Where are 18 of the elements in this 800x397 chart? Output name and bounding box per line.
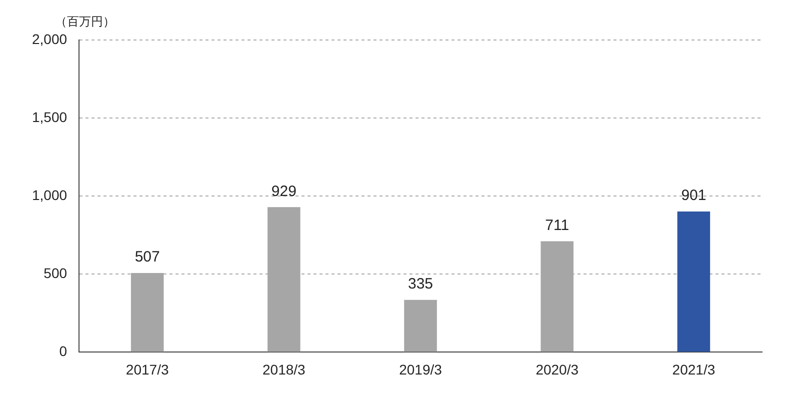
x-tick-label: 2019/3 (399, 361, 442, 378)
x-tick-label: 2018/3 (262, 361, 306, 378)
y-tick-label: 2,000 (32, 30, 68, 47)
x-tick-label: 2021/3 (672, 361, 716, 378)
y-tick-label: 500 (44, 265, 68, 282)
data-label: 507 (134, 248, 160, 266)
data-label: 335 (408, 276, 434, 293)
y-tick-label: 0 (59, 343, 68, 360)
bar (677, 212, 710, 352)
x-tick-label: 2020/3 (536, 361, 579, 378)
data-label: 901 (681, 187, 706, 204)
x-tick-label: 2017/3 (126, 361, 169, 378)
y-axis-title: （百万円） (55, 14, 116, 28)
y-tick-label: 1,500 (32, 108, 68, 125)
data-label: 929 (271, 182, 296, 200)
data-label: 711 (545, 216, 570, 234)
bar (404, 300, 437, 352)
y-tick-label: 1,000 (32, 186, 68, 203)
